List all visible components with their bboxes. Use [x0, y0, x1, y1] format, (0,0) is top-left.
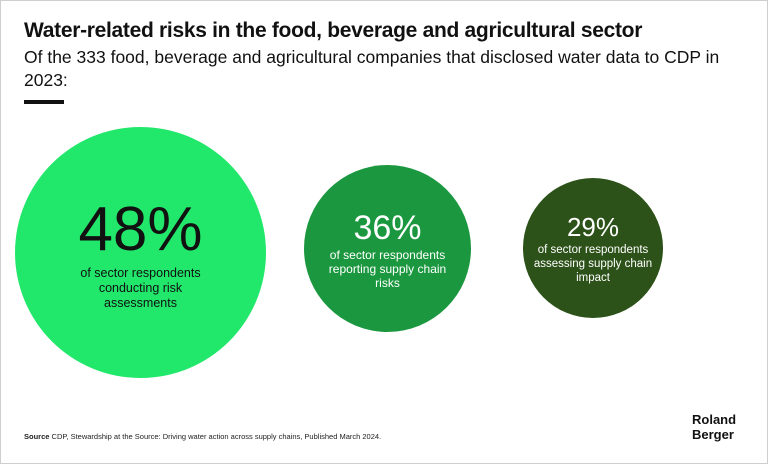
- stat-circle-supply-chain-impact: 29% of sector respondents assessing supp…: [523, 178, 663, 318]
- header: Water-related risks in the food, beverag…: [24, 18, 749, 104]
- stat-label: of sector respondents assessing supply c…: [533, 244, 653, 284]
- source-note: Source CDP, Stewardship at the Source: D…: [24, 432, 381, 442]
- logo-line-1: Roland: [692, 412, 737, 427]
- source-text: CDP, Stewardship at the Source: Driving …: [51, 432, 382, 441]
- stat-value: 36%: [353, 208, 422, 247]
- page-title: Water-related risks in the food, beverag…: [24, 19, 643, 42]
- logo-line-2: Berger: [692, 427, 734, 442]
- roland-berger-logo: Roland Berger: [692, 412, 736, 442]
- stat-circle-supply-chain-risks: 36% of sector respondents reporting supp…: [304, 165, 471, 332]
- source-label: Source: [24, 432, 50, 441]
- stat-label: of sector respondents reporting supply c…: [328, 247, 447, 290]
- page-subtitle: Of the 333 food, beverage and agricultur…: [24, 47, 720, 90]
- stat-circle-risk-assessments: 48% of sector respondents conducting ris…: [15, 127, 266, 378]
- stat-value: 48%: [78, 195, 203, 264]
- divider: [24, 100, 64, 104]
- stat-value: 29%: [566, 212, 620, 242]
- stat-label: of sector respondents conducting risk as…: [80, 266, 201, 310]
